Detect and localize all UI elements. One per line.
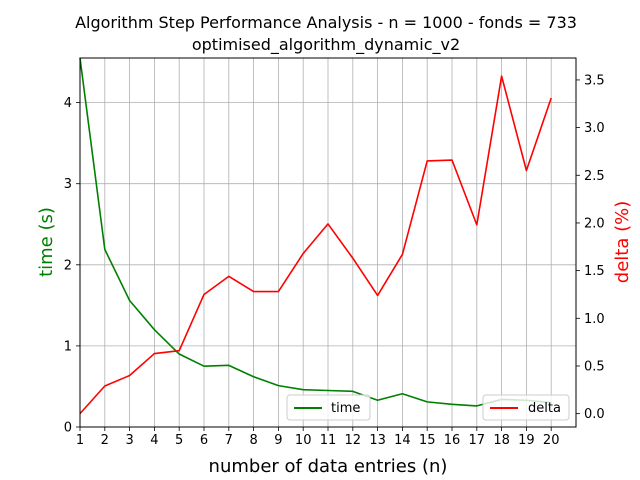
- legend-time: time: [286, 394, 371, 421]
- left-y-axis-ticks: 0 1 2 3 4: [64, 96, 80, 436]
- x-tick-label-17: 17: [469, 433, 486, 448]
- x-tick-label-10: 10: [295, 433, 312, 448]
- x-tick-label-11: 11: [320, 433, 337, 448]
- right-y-axis-label: delta (%): [612, 201, 633, 283]
- series-line-time: [79, 57, 552, 407]
- x-tick-label-15: 15: [419, 433, 436, 448]
- x-tick-label-14: 14: [394, 433, 411, 448]
- chart-title: Algorithm Step Performance Analysis - n …: [75, 13, 577, 32]
- right-y-tick-label-0.0: 0.0: [584, 407, 605, 422]
- series-line-delta: [79, 75, 552, 415]
- x-tick-label-1: 1: [76, 433, 84, 448]
- x-tick-label-6: 6: [200, 433, 208, 448]
- x-tick-label-19: 19: [518, 433, 535, 448]
- x-tick-label-16: 16: [444, 433, 461, 448]
- right-y-tick-label-3.5: 3.5: [584, 73, 605, 88]
- right-y-axis-ticks: 0.0 0.5 1.0 1.5 2.0 2.5 3.0 3.5: [576, 73, 605, 422]
- chart-subtitle: optimised_algorithm_dynamic_v2: [192, 35, 460, 55]
- right-y-tick-label-2.0: 2.0: [584, 216, 605, 231]
- x-tick-label-5: 5: [175, 433, 183, 448]
- right-y-tick-label-0.5: 0.5: [584, 359, 605, 374]
- right-y-tick-label-1.5: 1.5: [584, 264, 605, 279]
- legend-delta: delta: [482, 394, 570, 421]
- right-y-tick-label-1.0: 1.0: [584, 312, 605, 327]
- x-tick-label-8: 8: [249, 433, 257, 448]
- right-y-tick-label-3.0: 3.0: [584, 121, 605, 136]
- grid-lines: [79, 58, 576, 428]
- legend-delta-label: delta: [528, 401, 561, 416]
- x-tick-label-2: 2: [101, 433, 109, 448]
- series-lines: [79, 57, 552, 415]
- left-y-tick-label-0: 0: [64, 421, 72, 436]
- left-y-tick-label-2: 2: [64, 258, 72, 273]
- x-tick-label-13: 13: [369, 433, 386, 448]
- x-axis-label: number of data entries (n): [209, 456, 448, 477]
- right-y-tick-label-2.5: 2.5: [584, 169, 605, 184]
- legend-delta-box: [482, 394, 570, 421]
- x-tick-label-9: 9: [274, 433, 282, 448]
- left-y-tick-label-4: 4: [64, 96, 72, 111]
- x-axis-ticks: 1 2 3 4 5 6 7 8 9 10 11 12 13 14 15 16 17 18 19 20: [76, 427, 560, 448]
- x-tick-label-7: 7: [225, 433, 233, 448]
- x-tick-label-4: 4: [150, 433, 158, 448]
- x-tick-label-20: 20: [543, 433, 560, 448]
- left-y-tick-label-3: 3: [64, 177, 72, 192]
- x-tick-label-12: 12: [345, 433, 362, 448]
- legend-time-label: time: [331, 401, 360, 416]
- left-y-axis-label: time (s): [36, 207, 57, 277]
- x-tick-label-3: 3: [125, 433, 133, 448]
- x-tick-label-18: 18: [493, 433, 510, 448]
- left-y-tick-label-1: 1: [64, 339, 72, 354]
- legend-time-box: [286, 394, 371, 421]
